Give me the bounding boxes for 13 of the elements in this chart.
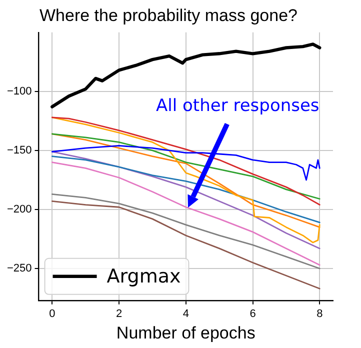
y-tick-label: −100 xyxy=(6,85,32,98)
legend-label: Argmax xyxy=(106,265,181,288)
x-tick-label: 4 xyxy=(182,308,189,320)
x-tick-label: 6 xyxy=(250,308,256,320)
y-tick-label: −250 xyxy=(6,262,32,275)
y-tick-label: −150 xyxy=(6,144,32,156)
x-tick-label: 8 xyxy=(316,308,323,320)
x-tick-label: 0 xyxy=(49,308,56,320)
x-tick-label: 2 xyxy=(116,308,122,320)
x-axis-title: Number of epochs xyxy=(116,323,256,342)
chart-title: Where the probability mass gone? xyxy=(40,6,298,25)
annotation: All other responses xyxy=(156,96,320,116)
y-tick-label: −200 xyxy=(6,204,32,216)
